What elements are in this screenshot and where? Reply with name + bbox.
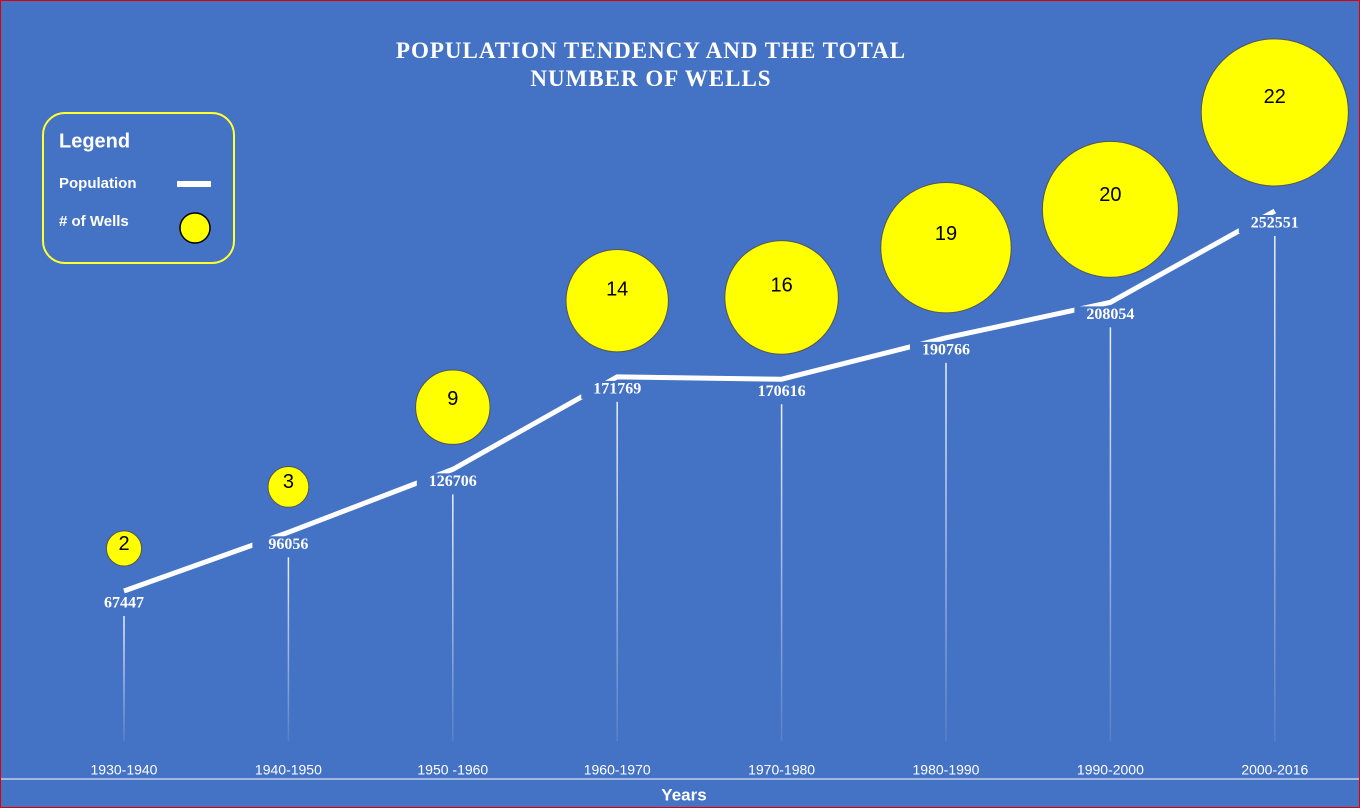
data-label: 208054 bbox=[1086, 306, 1134, 323]
bubble-label: 20 bbox=[1099, 184, 1121, 206]
label-bg bbox=[910, 341, 982, 360]
bubble-label: 14 bbox=[606, 279, 628, 301]
label-bg bbox=[88, 595, 160, 614]
drop-line bbox=[287, 557, 290, 741]
chart-title: POPULATION TENDENCY AND THE TOTAL NUMBER… bbox=[395, 38, 907, 91]
drop-line bbox=[123, 616, 125, 741]
legend-label: # of Wells bbox=[59, 213, 129, 230]
bubble bbox=[267, 465, 310, 508]
bubble bbox=[105, 530, 143, 567]
label-bg bbox=[252, 536, 325, 555]
bubble-label: 2 bbox=[118, 533, 129, 555]
bubble-label: 19 bbox=[935, 223, 957, 245]
drop-line bbox=[945, 362, 947, 741]
bubble bbox=[415, 369, 491, 445]
x-tick-label: 2000-2016 bbox=[1241, 762, 1308, 778]
label-bg bbox=[745, 383, 818, 402]
legend-label: Population bbox=[59, 175, 137, 192]
x-tick-label: 1930-1940 bbox=[91, 762, 158, 778]
x-axis-title: Years bbox=[661, 785, 706, 804]
drop-line bbox=[780, 404, 783, 741]
bubble-label: 16 bbox=[770, 274, 792, 296]
x-tick-label: 1980-1990 bbox=[913, 762, 980, 778]
label-bg bbox=[1074, 306, 1147, 325]
bubble bbox=[1200, 38, 1349, 187]
bubble bbox=[880, 181, 1012, 314]
drop-line bbox=[1109, 327, 1112, 741]
label-bg bbox=[1238, 215, 1311, 234]
bubble-label: 3 bbox=[283, 471, 294, 493]
x-tick-label: 1940-1950 bbox=[255, 762, 322, 778]
bubble bbox=[1041, 140, 1179, 278]
drop-line bbox=[1274, 236, 1276, 741]
x-tick-label: 1950 -1960 bbox=[417, 762, 488, 778]
bubble-label: 22 bbox=[1264, 86, 1286, 108]
data-label: 126706 bbox=[429, 473, 477, 490]
legend-box bbox=[42, 112, 235, 264]
bubble bbox=[724, 240, 839, 355]
data-label: 171769 bbox=[593, 381, 641, 398]
label-bg bbox=[416, 473, 489, 492]
legend-bubble bbox=[179, 212, 211, 244]
x-tick-label: 1960-1970 bbox=[584, 762, 651, 778]
data-label: 96056 bbox=[268, 536, 308, 553]
label-bg bbox=[581, 380, 654, 399]
drop-line bbox=[616, 401, 618, 741]
drop-line bbox=[452, 494, 454, 741]
legend-title: Legend bbox=[59, 130, 130, 152]
data-label: 67447 bbox=[104, 595, 144, 612]
x-tick-label: 1990-2000 bbox=[1077, 762, 1144, 778]
data-label: 252551 bbox=[1251, 215, 1299, 232]
data-label: 190766 bbox=[922, 342, 970, 359]
legend-line bbox=[177, 181, 211, 187]
bubble bbox=[565, 248, 669, 353]
x-tick-label: 1970-1980 bbox=[748, 762, 815, 778]
bubble-label: 9 bbox=[447, 388, 458, 410]
data-label: 170616 bbox=[758, 383, 806, 400]
